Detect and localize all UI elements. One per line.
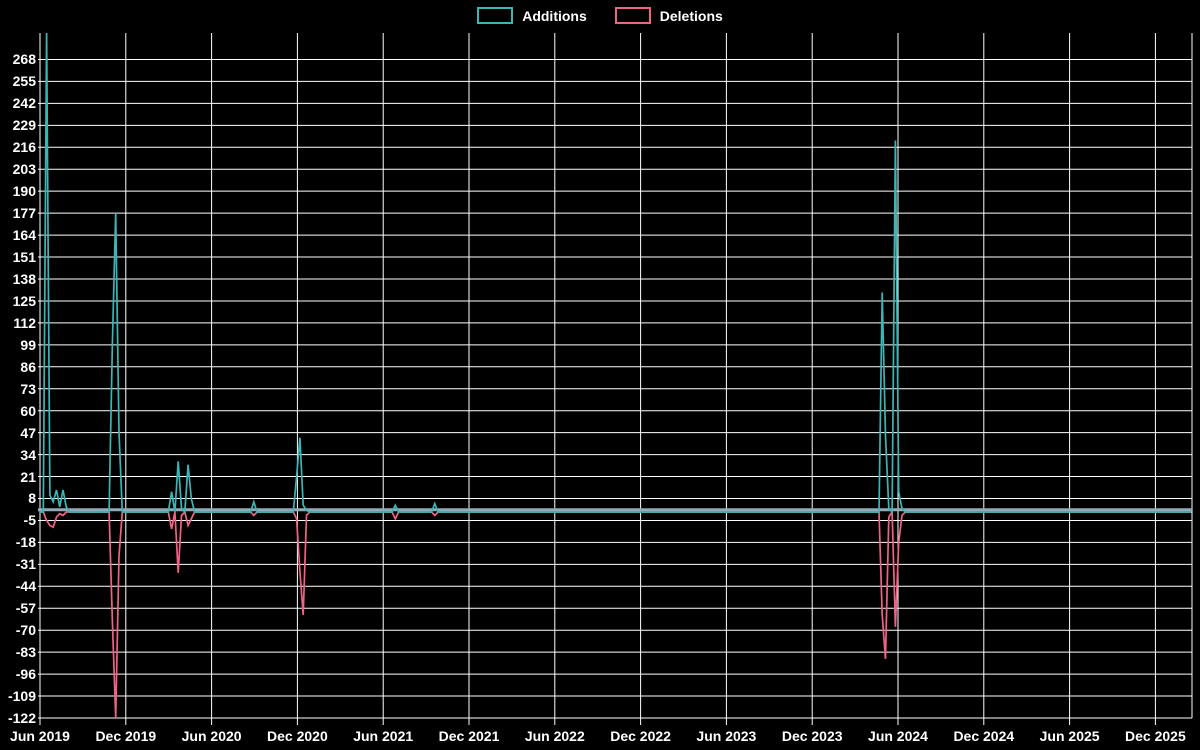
y-axis-tick-label: 21 <box>20 468 36 485</box>
y-axis-tick-label: -109 <box>7 688 36 705</box>
additions-series-line <box>40 33 1192 515</box>
deletions-series-line <box>40 509 1192 719</box>
y-axis-tick-label: 216 <box>12 139 36 156</box>
y-axis-tick-label: 112 <box>13 314 36 331</box>
y-axis-tick-label: 8 <box>28 490 36 507</box>
y-axis-tick-label: 86 <box>20 358 36 375</box>
y-axis-tick-label: -31 <box>15 556 36 573</box>
y-axis-tick-label: -83 <box>15 644 36 661</box>
x-axis-tick-label: Dec 2021 <box>438 728 500 744</box>
y-axis-tick-label: -44 <box>15 578 36 595</box>
y-axis-tick-label: 138 <box>12 270 36 287</box>
y-axis-tick-label: 125 <box>12 292 36 309</box>
y-axis-tick-label: 73 <box>20 380 36 397</box>
y-axis-tick-label: 164 <box>12 227 36 244</box>
x-axis-tick-label: Dec 2020 <box>267 728 328 744</box>
x-axis-tick-label: Jun 2025 <box>1039 728 1100 744</box>
chart-legend: Additions Deletions <box>0 7 1200 24</box>
y-axis-tick-label: -5 <box>23 512 36 529</box>
additions-swatch-icon <box>477 7 514 24</box>
y-axis-tick-label: -18 <box>15 534 36 551</box>
y-axis-tick-label: 242 <box>12 95 36 112</box>
x-axis-tick-label: Jun 2020 <box>181 728 242 744</box>
y-axis-tick-label: 47 <box>20 424 36 441</box>
x-axis-tick-label: Jun 2021 <box>353 728 414 744</box>
x-axis-tick-label: Dec 2024 <box>953 728 1015 744</box>
y-axis-tick-label: 177 <box>12 205 36 222</box>
y-axis-tick-label: -70 <box>15 622 36 639</box>
y-axis-tick-label: 203 <box>12 161 36 178</box>
y-axis-tick-label: -57 <box>15 600 36 617</box>
x-axis-tick-label: Dec 2023 <box>781 728 843 744</box>
y-axis-tick-label: 34 <box>20 446 36 463</box>
y-axis-tick-label: 268 <box>12 51 36 68</box>
legend-additions-label: Additions <box>522 7 587 24</box>
y-axis-tick-label: 255 <box>12 73 36 90</box>
y-axis-tick-label: 151 <box>12 249 36 266</box>
legend-item-deletions[interactable]: Deletions <box>614 7 723 24</box>
y-axis-tick-label: 190 <box>12 183 36 200</box>
x-axis-tick-label: Dec 2025 <box>1125 728 1186 744</box>
y-axis-tick-label: -96 <box>15 666 36 683</box>
x-axis-tick-label: Jun 2019 <box>10 728 70 744</box>
x-axis-tick-label: Jun 2022 <box>524 728 585 744</box>
x-axis-tick-label: Dec 2022 <box>610 728 671 744</box>
y-axis-tick-label: 99 <box>20 336 36 353</box>
y-axis-tick-label: 60 <box>20 402 36 419</box>
y-axis-tick-label: 229 <box>12 117 36 134</box>
x-axis-tick-label: Jun 2024 <box>868 728 928 744</box>
deletions-swatch-icon <box>614 7 651 24</box>
y-axis-tick-label: -122 <box>7 709 36 726</box>
x-axis-tick-label: Jun 2023 <box>696 728 757 744</box>
legend-deletions-label: Deletions <box>659 7 723 24</box>
x-axis-tick-label: Dec 2019 <box>95 728 157 744</box>
legend-item-additions[interactable]: Additions <box>477 7 587 24</box>
